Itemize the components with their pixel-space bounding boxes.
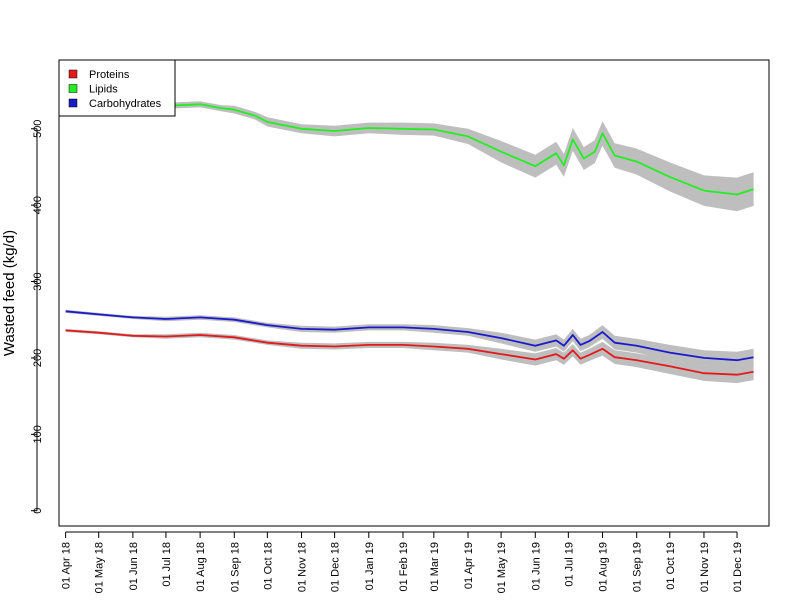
legend-label-proteins: Proteins — [89, 69, 130, 81]
x-tick-label: 01 Dec 18 — [330, 542, 342, 592]
x-tick-label: 01 Sep 19 — [632, 542, 644, 592]
legend-swatch-lipids — [68, 84, 78, 93]
y-axis: 0 100 200 300 400 500 — [31, 120, 44, 514]
x-tick-label: 01 Oct 19 — [665, 542, 677, 590]
y-tick-label: 100 — [32, 425, 44, 443]
x-tick-label: 01 May 18 — [94, 542, 106, 593]
x-tick-label: 01 Jun 18 — [128, 542, 140, 590]
x-tick-label: 01 May 19 — [496, 542, 508, 593]
series-line-lipids — [142, 103, 754, 196]
plot-frame — [58, 59, 770, 527]
band-carbohydrates — [65, 309, 754, 369]
x-tick-label: 01 Aug 18 — [195, 542, 207, 592]
x-tick-label: 01 Oct 18 — [262, 542, 274, 590]
x-tick-label: 01 Nov 19 — [699, 542, 711, 592]
series-lines — [65, 103, 754, 376]
y-tick-label: 300 — [32, 272, 44, 290]
x-tick-label: 01 Apr 19 — [463, 542, 475, 589]
x-tick-label: 01 Feb 19 — [398, 542, 410, 592]
y-tick-label: 400 — [32, 196, 44, 214]
x-tick-label: 01 Mar 19 — [429, 542, 441, 592]
y-axis-title: Wasted feed (kg/d) — [1, 230, 18, 356]
x-tick-label: 01 Dec 19 — [732, 542, 744, 592]
x-tick-label: 01 Aug 19 — [598, 542, 610, 592]
x-tick-label: 01 Nov 18 — [297, 542, 309, 592]
confidence-bands — [65, 101, 754, 384]
legend-swatch-proteins — [68, 69, 78, 79]
x-axis: 01 Apr 18 01 May 18 01 Jun 18 01 Jul 18 01 A… — [61, 531, 744, 593]
y-tick-label: 500 — [32, 120, 44, 138]
legend-label-carbohydrates: Carbohydrates — [89, 98, 162, 110]
legend-swatch-carbohydrates — [68, 98, 78, 108]
y-tick-label: 0 — [32, 508, 44, 514]
legend-label-lipids: Lipids — [89, 84, 118, 96]
y-tick-label: 200 — [32, 349, 44, 367]
series-line-carbohydrates — [65, 310, 754, 362]
band-proteins — [65, 328, 754, 384]
x-tick-label: 01 Jan 19 — [364, 542, 376, 590]
legend: Proteins Lipids Carbohydrates — [58, 59, 176, 117]
x-tick-label: 01 Jul 18 — [161, 542, 173, 587]
series-line-proteins — [65, 329, 754, 376]
x-tick-label: 01 Jun 19 — [530, 542, 542, 590]
x-tick-label: 01 Apr 18 — [61, 542, 73, 589]
legend-box — [58, 59, 176, 117]
band-lipids — [142, 101, 754, 212]
x-tick-label: 01 Sep 18 — [229, 542, 241, 592]
x-tick-label: 01 Jul 19 — [563, 542, 575, 587]
